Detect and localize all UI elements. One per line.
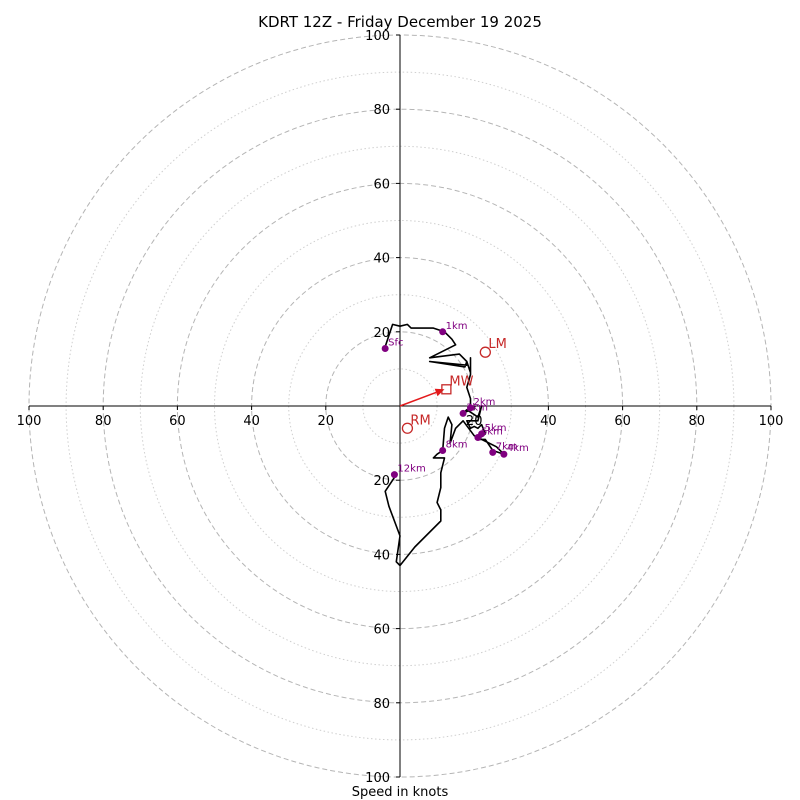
x-tick-label: 60 <box>169 414 186 429</box>
x-tick-label: 100 <box>759 414 784 429</box>
chart-title: KDRT 12Z - Friday December 19 2025 <box>258 13 542 31</box>
height-label-7km: 7km <box>496 441 518 452</box>
height-label-12km: 12km <box>397 464 425 475</box>
x-tick-label: 100 <box>17 414 42 429</box>
height-point-4km <box>500 450 508 458</box>
height-label-sfc: Sfc <box>388 337 403 348</box>
height-label-5km: 5km <box>485 423 507 434</box>
y-tick-label: 40 <box>373 548 390 563</box>
x-tick-label: 80 <box>689 414 706 429</box>
shear-arrow-head <box>434 388 445 397</box>
height-point-2km <box>466 404 474 412</box>
height-point-1km <box>439 328 447 336</box>
storm-motion-mw-label: MW <box>449 374 473 389</box>
storm-motion-lm-marker <box>479 346 491 358</box>
height-label-3km: 3km <box>466 402 488 413</box>
x-tick-label: 20 <box>318 414 335 429</box>
y-tick-label: 40 <box>373 252 390 267</box>
height-label-6km: 6km <box>481 427 503 438</box>
shear-arrow-shaft <box>399 391 437 407</box>
storm-motion-markers: LM RM MW <box>401 337 507 434</box>
height-point-sfc <box>381 344 389 352</box>
y-tick-label: 60 <box>373 623 390 638</box>
y-tick-label: 100 <box>365 29 390 44</box>
y-tick-label: 100 <box>365 771 390 786</box>
y-axis-ticks: 100 80 60 40 20 20 40 60 80 100 <box>365 29 400 786</box>
storm-motion-mw-marker <box>441 384 452 395</box>
x-axis-label: Speed in knots <box>352 785 449 800</box>
hodograph-trace <box>384 323 505 567</box>
height-label-8km: 8km <box>446 440 468 451</box>
height-label-2km: 2km <box>473 397 495 408</box>
y-tick-label: 20 <box>373 326 390 341</box>
x-tick-label: 80 <box>95 414 112 429</box>
mean-wind-shear-arrow <box>399 388 445 407</box>
height-label-4km: 4km <box>507 443 529 454</box>
height-point-3km <box>459 409 467 417</box>
y-tick-label: 80 <box>373 697 390 712</box>
height-label-1km: 1km <box>446 321 468 332</box>
height-point-8km <box>439 447 447 455</box>
height-point-6km <box>474 434 482 442</box>
storm-motion-rm-marker <box>401 422 414 434</box>
height-point-12km <box>390 471 398 479</box>
storm-motion-rm-label: RM <box>410 413 430 428</box>
x-tick-label: 60 <box>614 414 631 429</box>
x-tick-label: 40 <box>243 414 260 429</box>
y-tick-label: 80 <box>373 103 390 118</box>
y-tick-label: 60 <box>373 177 390 192</box>
y-tick-label: 20 <box>373 474 390 489</box>
storm-motion-lm-label: LM <box>488 337 506 352</box>
height-point-7km <box>489 448 497 456</box>
x-tick-label: 40 <box>540 414 557 429</box>
